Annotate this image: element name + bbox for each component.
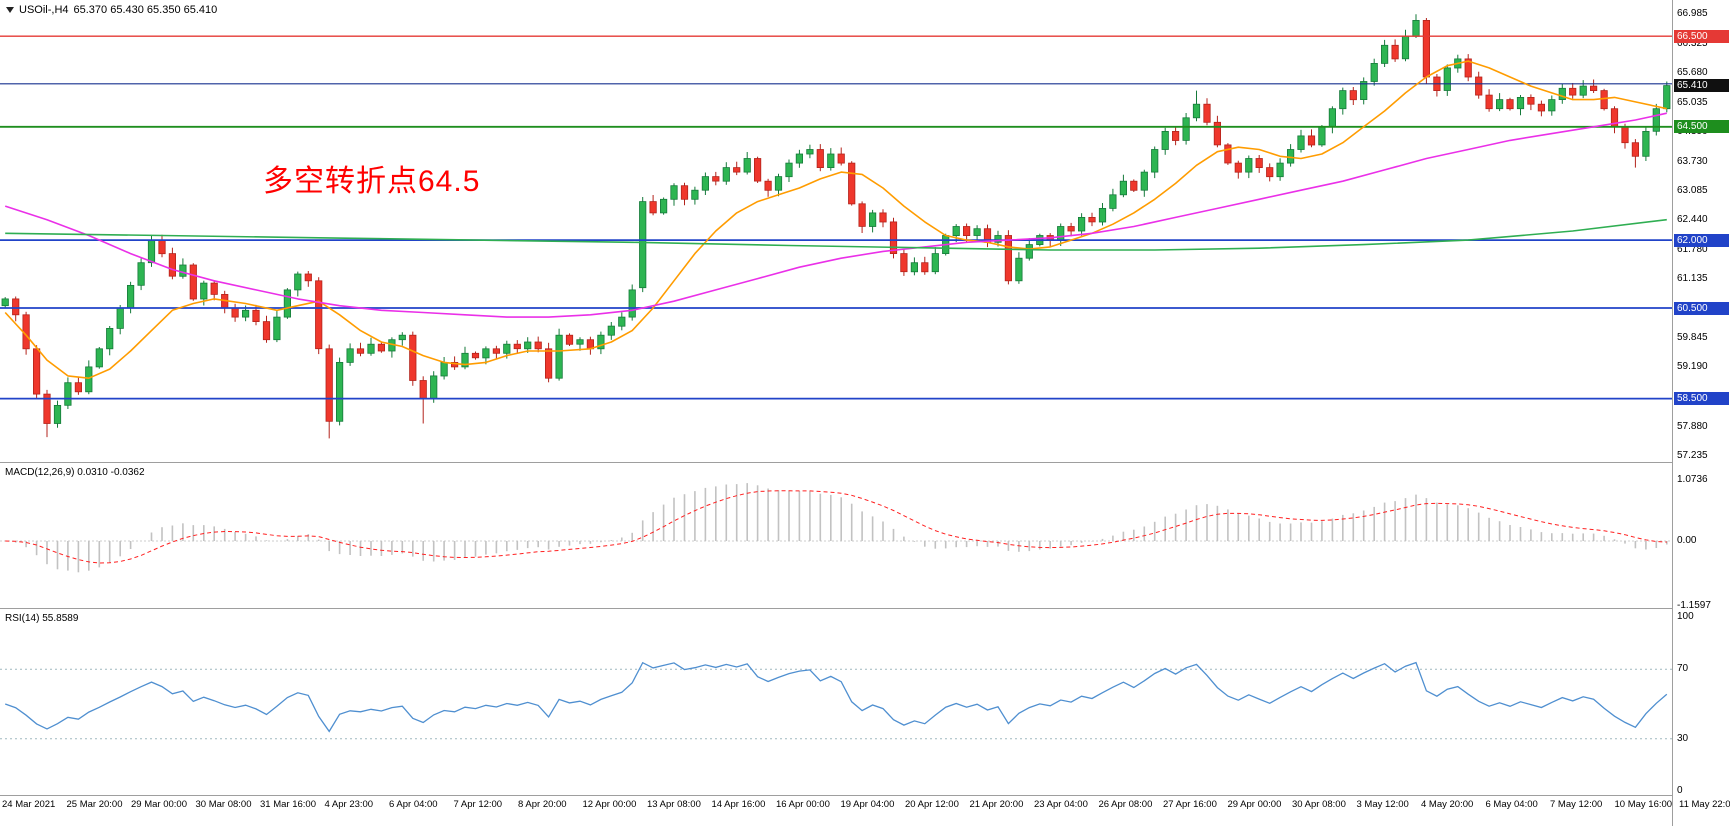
time-axis-label: 21 Apr 20:00 (969, 799, 1024, 810)
time-axis-label: 30 Apr 08:00 (1292, 799, 1346, 810)
time-axis-label: 29 Apr 00:00 (1227, 799, 1282, 810)
rsi-indicator-label: RSI(14) 55.8589 (5, 613, 79, 624)
time-axis-label: 30 Mar 08:00 (195, 799, 252, 810)
price-tick: 61.780 (1677, 244, 1708, 256)
time-axis-label: 25 Mar 20:00 (66, 799, 123, 810)
macd-axis-tick: 0.00 (1677, 535, 1697, 546)
macd-axis-tick: -1.1597 (1677, 600, 1711, 611)
time-axis-label: 4 Apr 23:00 (324, 799, 374, 810)
macd-axis-tick: 1.0736 (1677, 474, 1708, 486)
time-axis-label: 23 Apr 04:00 (1034, 799, 1088, 810)
price-tick: 65.680 (1677, 67, 1708, 79)
price-tick: 63.085 (1677, 184, 1708, 196)
rsi-axis-tick: 70 (1677, 663, 1689, 675)
rsi-panel-canvas[interactable] (0, 609, 1672, 795)
symbol-dropdown-icon[interactable] (6, 7, 14, 13)
time-axis-label: 27 Apr 16:00 (1163, 799, 1217, 810)
time-axis-label: 29 Mar 00:00 (131, 799, 187, 810)
time-axis-label: 6 Apr 04:00 (389, 799, 438, 810)
price-tick: 62.440 (1677, 214, 1708, 226)
price-tick: 61.135 (1677, 273, 1708, 285)
price-tick: 57.235 (1677, 449, 1708, 461)
time-axis-label: 6 May 04:00 (1485, 799, 1538, 810)
resistance-price-badge: 66.500 (1674, 29, 1729, 43)
rsi-axis-tick: 30 (1677, 732, 1689, 744)
time-axis-label: 19 Apr 04:00 (840, 799, 895, 810)
support-price-badge: 60.500 (1674, 301, 1729, 315)
price-tick: 66.325 (1677, 38, 1708, 50)
support-price-badge: 62.000 (1674, 233, 1729, 247)
price-tick: 59.845 (1677, 331, 1708, 343)
rsi-axis-tick: 0 (1677, 785, 1683, 796)
panel-separator (0, 795, 1730, 796)
time-axis-label: 13 Apr 08:00 (647, 799, 701, 810)
time-axis-label: 11 May 22:00 (1679, 799, 1730, 810)
time-axis-label: 16 Apr 00:00 (776, 799, 830, 810)
chart-title-bar: USOil-,H4 65.370 65.430 65.350 65.410 (6, 4, 217, 16)
price-tick: 66.985 (1677, 8, 1708, 20)
time-axis-label: 12 Apr 00:00 (582, 799, 637, 810)
time-axis-label: 14 Apr 16:00 (711, 799, 766, 810)
time-axis-label: 7 Apr 12:00 (453, 799, 503, 810)
support-price-badge: 58.500 (1674, 392, 1729, 406)
time-axis-label: 31 Mar 16:00 (260, 799, 316, 810)
price-tick: 63.730 (1677, 155, 1708, 167)
panel-separator (0, 608, 1730, 609)
panel-separator (0, 462, 1730, 463)
price-chart-canvas[interactable] (0, 0, 1672, 462)
price-axis[interactable]: 66.98566.32565.68065.03564.39063.73063.0… (1672, 0, 1730, 826)
time-axis-label: 24 Mar 2021 (2, 799, 56, 810)
macd-panel-canvas[interactable] (0, 463, 1672, 608)
pivot-price-badge: 64.500 (1674, 120, 1729, 134)
time-axis-label: 3 May 12:00 (1356, 799, 1409, 810)
annotation-text[interactable]: 多空转折点64.5 (263, 165, 481, 198)
time-axis-label: 8 Apr 20:00 (518, 799, 567, 810)
price-tick: 59.190 (1677, 361, 1708, 373)
current-price-badge: 65.410 (1674, 79, 1729, 93)
time-axis-label: 7 May 12:00 (1550, 799, 1603, 810)
time-axis-label: 26 Apr 08:00 (1098, 799, 1153, 810)
macd-indicator-label: MACD(12,26,9) 0.0310 -0.0362 (5, 467, 145, 478)
time-axis-label: 20 Apr 12:00 (905, 799, 959, 810)
price-tick: 57.880 (1677, 420, 1708, 432)
time-axis[interactable]: 24 Mar 2021 25 Mar 20:00 29 Mar 00:00 30 Ma… (0, 796, 1730, 826)
time-axis-label: 10 May 16:00 (1614, 799, 1673, 810)
ohlc-quote-label: 65.370 65.430 65.350 65.410 (73, 4, 218, 16)
price-tick: 65.035 (1677, 96, 1708, 108)
time-axis-label: 4 May 20:00 (1421, 799, 1474, 810)
rsi-axis-tick: 100 (1677, 611, 1694, 622)
symbol-timeframe-label: USOil-,H4 (19, 4, 69, 16)
